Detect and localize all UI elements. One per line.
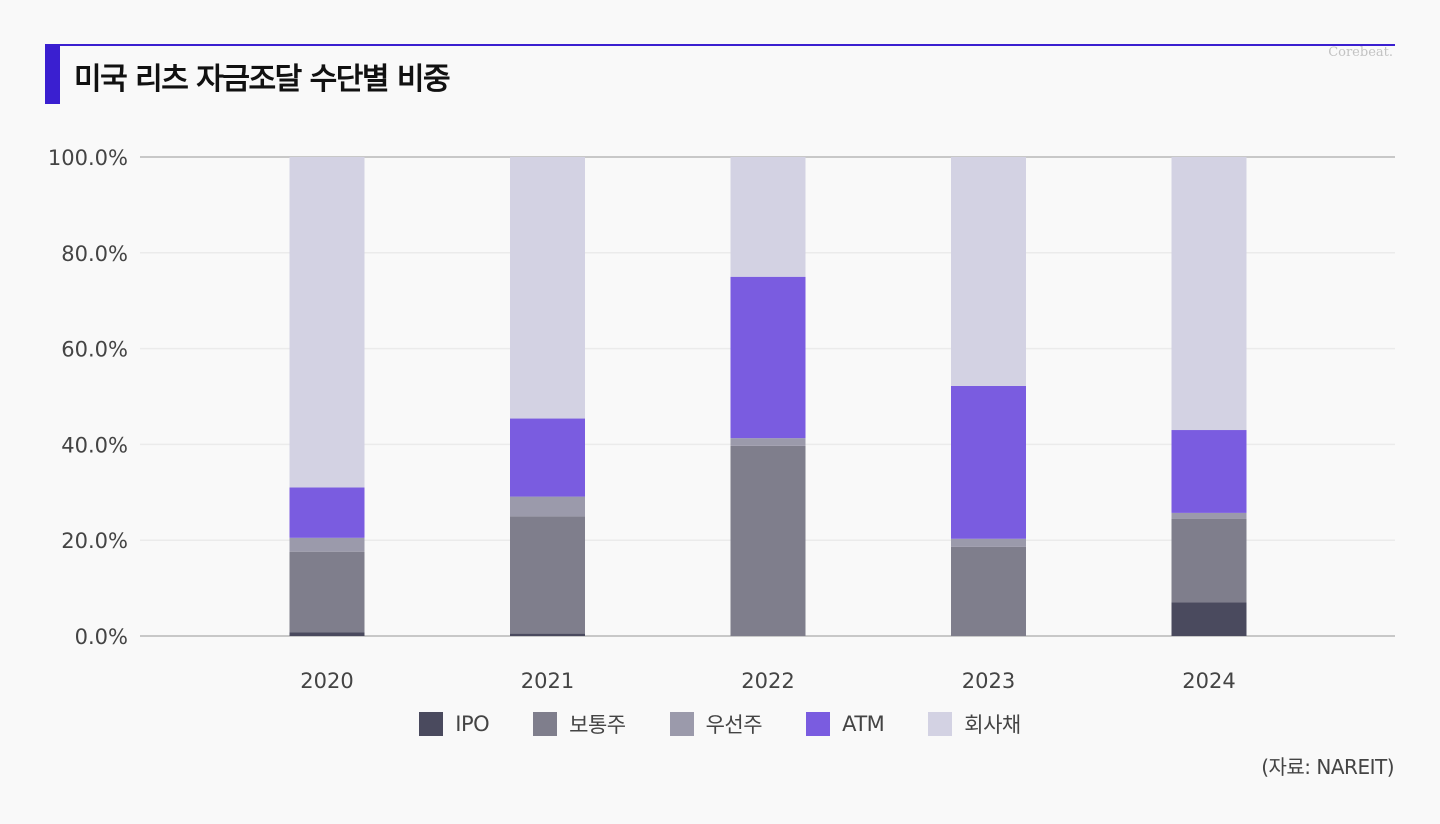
bar-segment: [289, 487, 365, 538]
bar-segment: [510, 516, 585, 634]
source-note: (자료: NAREIT): [1261, 755, 1394, 779]
bar-segment: [289, 537, 365, 552]
bar-segment: [951, 546, 1026, 636]
chart-title: 미국 리츠 자금조달 수단별 비중: [74, 62, 451, 97]
bar-segment: [510, 633, 585, 636]
bar-segment: [951, 385, 1026, 539]
legend-label: 회사채: [964, 713, 1021, 737]
bar-segment: [289, 632, 365, 636]
chart-legend: IPO 보통주 우선주 ATM 회사채: [0, 709, 1440, 739]
bar-segment: [1171, 512, 1247, 519]
legend-item: ATM: [806, 709, 885, 739]
header-rule: [45, 44, 1395, 46]
legend-swatch: [533, 712, 558, 736]
bar-segment: [289, 157, 365, 488]
y-tick-label: 20.0%: [61, 529, 128, 553]
x-tick-label: 2021: [521, 669, 574, 693]
bar-segment: [730, 276, 806, 439]
title-accent-bar: [45, 44, 60, 104]
y-tick-label: 60.0%: [61, 338, 128, 362]
bar-segment: [951, 538, 1026, 547]
legend-item: 회사채: [928, 709, 1021, 739]
y-tick-label: 100.0%: [48, 146, 128, 170]
legend-swatch: [928, 712, 953, 736]
legend-item: 보통주: [533, 709, 626, 739]
bar-segment: [951, 157, 1026, 386]
y-tick-label: 0.0%: [75, 625, 128, 649]
y-tick-label: 40.0%: [61, 433, 128, 457]
legend-label: IPO: [455, 712, 490, 736]
bar-segment: [730, 445, 806, 636]
legend-label: ATM: [842, 712, 885, 736]
legend-item: IPO: [419, 709, 490, 739]
legend-swatch: [669, 712, 694, 736]
x-tick-label: 2024: [1182, 669, 1235, 693]
legend-label: 보통주: [569, 713, 626, 737]
bar-segment: [1171, 602, 1247, 636]
x-tick-label: 2020: [300, 669, 353, 693]
bar-segment: [510, 157, 585, 419]
bar-segment: [730, 157, 806, 277]
legend-swatch: [419, 712, 444, 736]
x-tick-label: 2023: [962, 669, 1015, 693]
brand-logo: Corebeat.: [1328, 45, 1393, 60]
legend-item: 우선주: [669, 709, 763, 739]
bar-segment: [730, 438, 806, 446]
bar-segment: [510, 496, 585, 517]
legend-label: 우선주: [705, 713, 763, 737]
x-tick-label: 2022: [741, 669, 794, 693]
legend-swatch: [806, 712, 831, 736]
bar-segment: [1171, 518, 1247, 603]
bar-segment: [1171, 157, 1247, 431]
bar-segment: [289, 551, 365, 633]
y-tick-label: 80.0%: [61, 242, 128, 266]
bar-segment: [1171, 430, 1247, 513]
bar-segment: [510, 418, 585, 497]
